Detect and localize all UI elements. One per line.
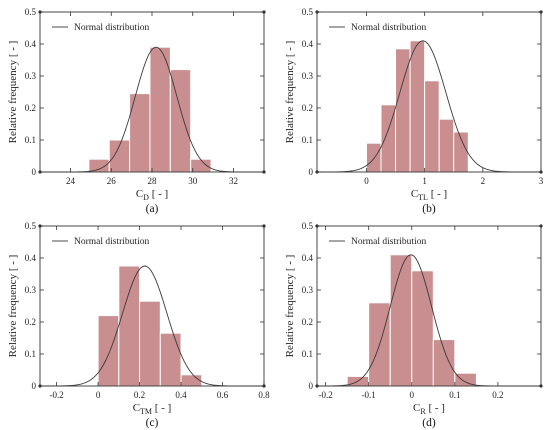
y-tick-label: 0.3 <box>302 285 314 295</box>
y-tick-label: 0 <box>32 167 37 177</box>
y-tick-label: 0.5 <box>302 221 314 231</box>
x-tick-label: 0.2 <box>134 390 145 400</box>
plot-frame <box>316 225 542 387</box>
plot-frame <box>39 225 265 387</box>
x-axis-label-unit: [ - ] <box>426 402 445 414</box>
histogram-bar <box>454 372 477 387</box>
y-tick-label: 0.3 <box>25 71 37 81</box>
chart-panel-b: 0 1 2 3 0 0.1 0.2 0.3 0.4 0.5 Normal distribution R… <box>284 7 544 215</box>
y-tick-label: 0.1 <box>302 349 313 359</box>
histogram-bar <box>149 46 171 173</box>
legend-label: Normal distribution <box>351 23 426 33</box>
chart-panel-d: -0.2 -0.1 0 0.1 0.2 0 0.1 0.2 0.3 0.4 0.5 Normal di… <box>284 221 543 429</box>
x-axis-label-unit: [ - ] <box>428 188 447 200</box>
x-axis-label-subscript: TM <box>140 407 152 416</box>
legend-label: Normal distribution <box>351 237 426 247</box>
x-tick-label: 0 <box>96 390 101 400</box>
x-tick-label: -0.2 <box>318 390 332 400</box>
histogram-bar <box>88 158 110 173</box>
panel-label: (a) <box>146 203 159 215</box>
panel-label: (c) <box>146 417 159 429</box>
x-axis-label-main: C <box>411 188 418 200</box>
histogram-bar <box>118 265 141 387</box>
x-tick-label: 0.2 <box>492 390 503 400</box>
histogram-bar <box>409 40 426 173</box>
x-axis-label-main: C <box>136 188 143 200</box>
x-tick-label: -0.2 <box>49 390 63 400</box>
histogram-bar <box>411 270 434 387</box>
y-tick-label: 0.3 <box>302 71 314 81</box>
x-tick-label: 0.4 <box>175 390 187 400</box>
x-axis-label-main: C <box>133 402 140 414</box>
histogram-bar <box>424 80 440 173</box>
y-tick-label: 0 <box>309 381 314 391</box>
histogram-bar <box>190 158 212 173</box>
y-tick-label: 0.4 <box>302 39 314 49</box>
y-axis-label: Relative frequency [ - ] <box>284 255 296 358</box>
y-tick-label: 0.2 <box>25 103 36 113</box>
panel-label: (d) <box>422 417 436 429</box>
x-tick-label: 0 <box>364 176 369 186</box>
histogram-bar <box>389 254 413 387</box>
x-tick-label: 28 <box>148 176 158 186</box>
histogram-bar <box>97 315 120 387</box>
histogram-bar <box>438 118 455 173</box>
x-axis-label: CTM [ - ] <box>133 402 172 416</box>
y-tick-label: 0.5 <box>25 7 37 17</box>
y-tick-label: 0.3 <box>25 285 37 295</box>
x-tick-label: 3 <box>539 176 544 186</box>
y-axis-label: Relative frequency [ - ] <box>284 41 296 144</box>
histogram-bar <box>139 300 161 387</box>
x-tick-label: -0.1 <box>362 390 376 400</box>
y-tick-label: 0.2 <box>302 317 313 327</box>
y-tick-label: 0 <box>32 381 37 391</box>
x-tick-label: 0.1 <box>449 390 460 400</box>
x-tick-label: 0.6 <box>217 390 229 400</box>
x-axis-label-subscript: R <box>420 407 426 416</box>
y-axis-label: Relative frequency [ - ] <box>7 41 19 144</box>
legend-label: Normal distribution <box>74 237 149 247</box>
x-tick-label: 30 <box>188 176 198 186</box>
panel-label: (b) <box>422 203 436 215</box>
x-axis-label: CR [ - ] <box>413 402 445 416</box>
x-axis-label-main: C <box>413 402 420 414</box>
histogram-bar <box>365 142 382 173</box>
x-tick-label: 24 <box>66 176 76 186</box>
x-axis-label-unit: [ - ] <box>149 188 168 200</box>
y-tick-label: 0.1 <box>302 135 313 145</box>
x-tick-label: 2 <box>481 176 486 186</box>
x-axis-label: CD [ - ] <box>136 188 168 202</box>
y-tick-label: 0.4 <box>25 253 37 263</box>
y-tick-label: 0.5 <box>302 7 314 17</box>
chart-panel-c: -0.2 0 0.2 0.4 0.6 0.8 0 0.1 0.2 0.3 0.4 0.5 Normal … <box>7 221 270 429</box>
y-tick-label: 0.4 <box>25 39 37 49</box>
histogram-bar <box>432 339 456 387</box>
x-axis-label-subscript: TL <box>418 193 428 202</box>
x-tick-label: 0 <box>410 390 415 400</box>
y-axis-label: Relative frequency [ - ] <box>7 255 19 358</box>
histogram-bar <box>159 332 182 387</box>
plot-frame <box>316 11 542 173</box>
y-tick-label: 0.1 <box>25 349 36 359</box>
x-tick-label: 26 <box>107 176 117 186</box>
x-axis-label-subscript: D <box>143 193 149 202</box>
y-tick-label: 0.5 <box>25 221 37 231</box>
y-tick-label: 0 <box>309 167 314 177</box>
x-tick-label: 1 <box>422 176 427 186</box>
y-tick-label: 0.1 <box>25 135 36 145</box>
chart-panel-a: 24 26 28 30 32 0 0.1 0.2 0.3 0.4 0.5 Normal distrib… <box>7 7 266 215</box>
x-axis-label: CTL [ - ] <box>411 188 447 202</box>
x-axis-label-unit: [ - ] <box>152 402 171 414</box>
y-tick-label: 0.2 <box>302 103 313 113</box>
y-tick-label: 0.4 <box>302 253 314 263</box>
y-tick-label: 0.2 <box>25 317 36 327</box>
x-tick-label: 32 <box>229 176 238 186</box>
legend-label: Normal distribution <box>74 23 149 33</box>
histogram-bar <box>180 374 203 387</box>
x-tick-label: 0.8 <box>258 390 270 400</box>
